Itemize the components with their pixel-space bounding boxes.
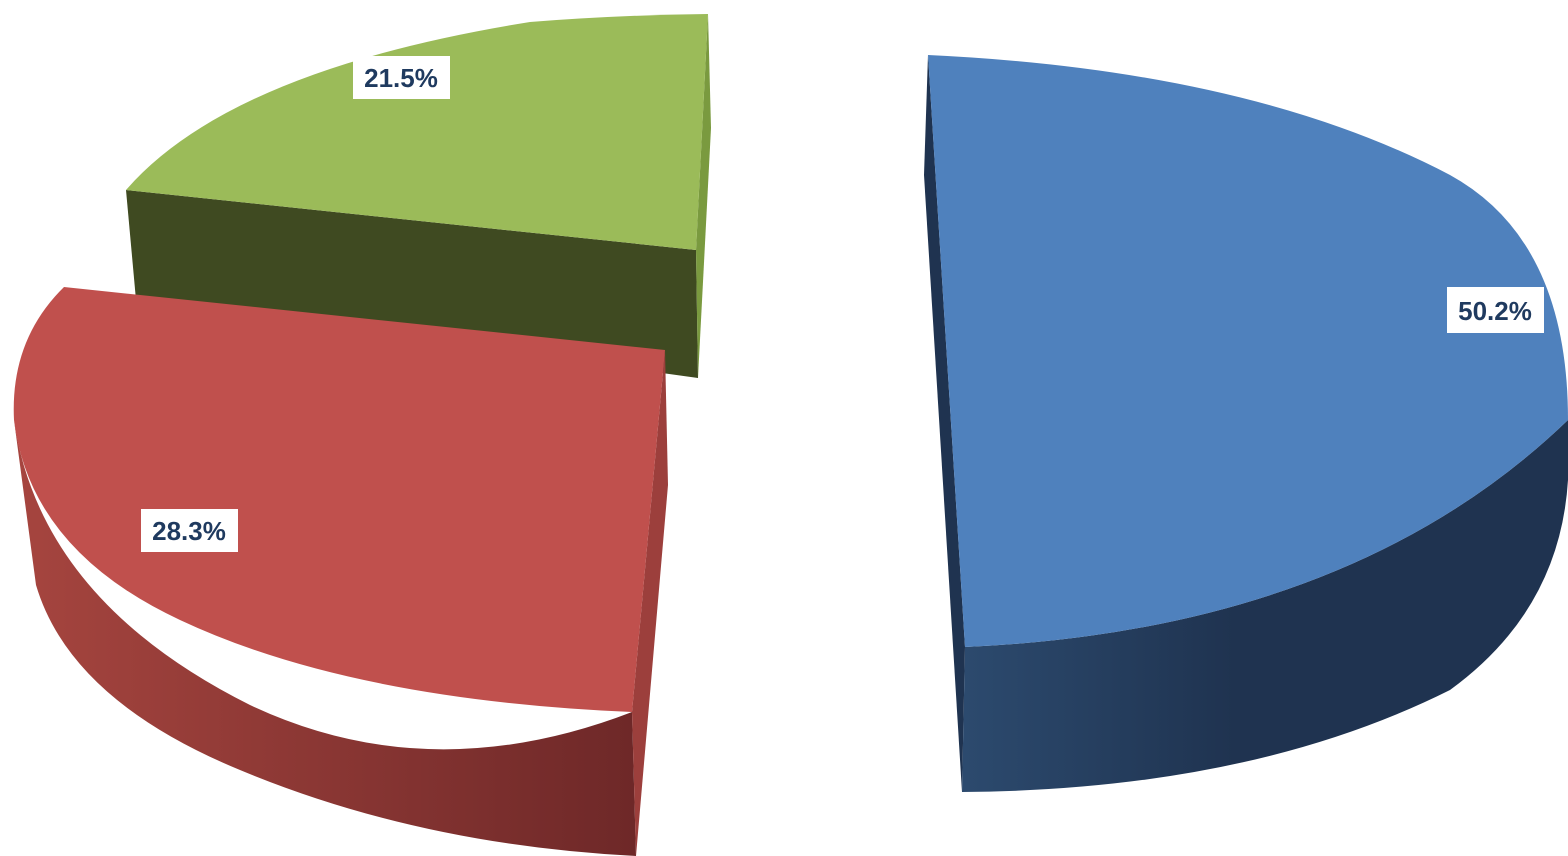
slice-50-2	[924, 55, 1568, 792]
slice-28-3-top	[13, 287, 666, 712]
slice-21-5-edge	[696, 14, 711, 378]
slice-21-5-side	[126, 190, 698, 378]
slice-28-3-side	[14, 420, 636, 856]
slice-21-5-top	[126, 14, 708, 250]
data-label-21-5: 21.5%	[353, 56, 450, 99]
data-label-50-2: 50.2%	[1447, 287, 1544, 333]
data-label-28-3: 28.3%	[141, 509, 238, 552]
slice-50-2-side	[962, 420, 1568, 792]
data-label-50-2-text: 50.2%	[1458, 296, 1532, 326]
slice-50-2-top	[928, 55, 1568, 647]
slice-28-3-edge	[632, 350, 668, 856]
data-label-28-3-text: 28.3%	[152, 516, 226, 546]
slice-28-3	[13, 287, 668, 856]
data-label-21-5-text: 21.5%	[364, 63, 438, 93]
slice-50-2-edge	[924, 55, 965, 792]
slice-21-5	[126, 14, 711, 378]
